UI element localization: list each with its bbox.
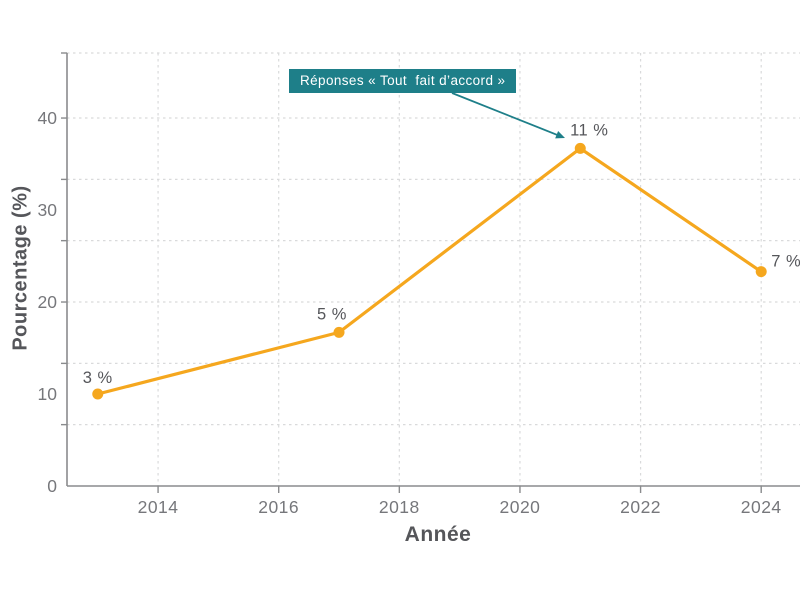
annotation-arrow-line xyxy=(451,92,561,137)
x-tick-label: 2020 xyxy=(499,497,540,517)
data-line xyxy=(96,146,763,396)
data-point xyxy=(755,266,767,278)
x-tick-label: 2018 xyxy=(379,497,420,517)
annotation-arrow-head xyxy=(555,130,565,139)
point-label: 7 % xyxy=(771,253,800,271)
data-point xyxy=(92,388,104,400)
data-point xyxy=(333,326,345,338)
annotation-box: Réponses « Tout fait d’accord » xyxy=(289,69,517,93)
y-tick-label: 40 xyxy=(38,108,58,128)
x-tick-label: 2022 xyxy=(620,497,661,517)
point-label: 11 % xyxy=(570,121,608,139)
point-label: 5 % xyxy=(317,305,347,323)
x-tick-label: 2016 xyxy=(258,497,299,517)
y-tick-label: 0 xyxy=(47,476,57,496)
y-tick-label: 30 xyxy=(38,200,58,220)
x-tick-label: 2014 xyxy=(138,497,179,517)
point-label: 3 % xyxy=(83,369,113,387)
y-axis-title: Pourcentage (%) xyxy=(9,185,32,351)
x-axis-title: Année xyxy=(404,523,472,546)
data-point xyxy=(574,142,586,154)
x-tick-label: 2024 xyxy=(741,497,782,517)
y-tick-label: 10 xyxy=(38,384,58,404)
y-tick-label: 20 xyxy=(38,292,58,312)
